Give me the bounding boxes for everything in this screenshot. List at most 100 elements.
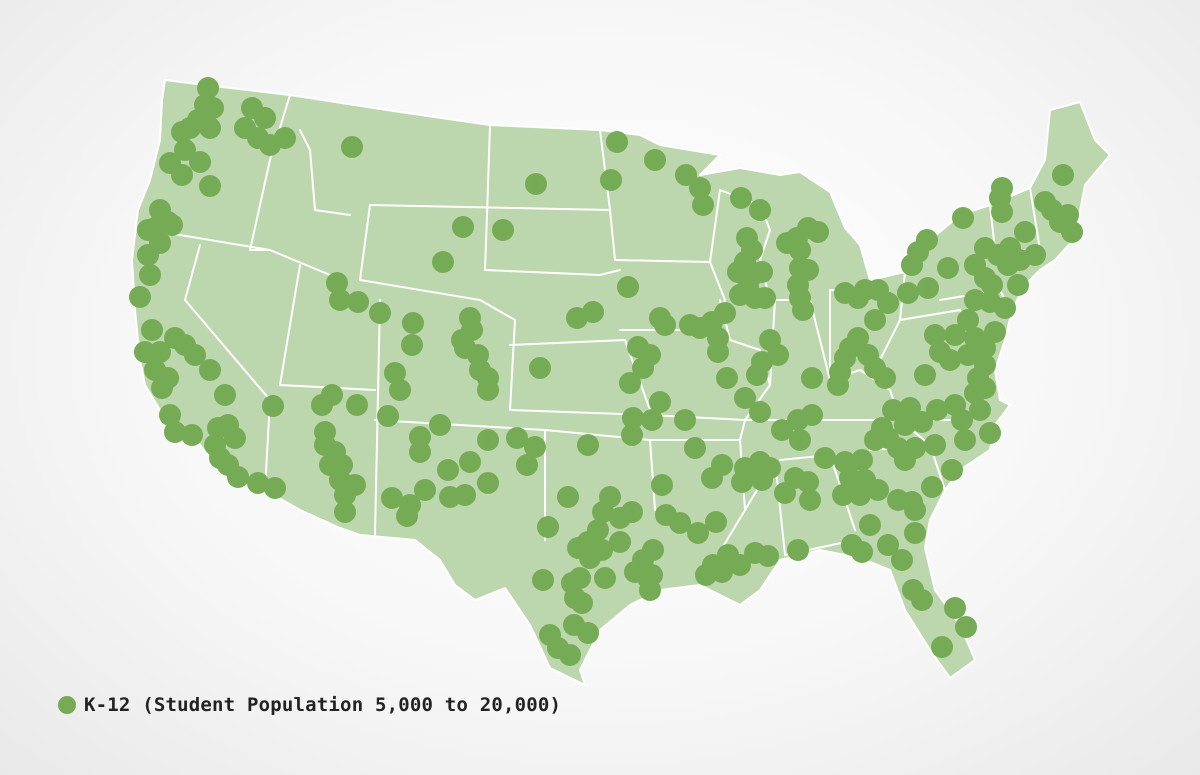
school-marker	[921, 476, 943, 498]
school-marker	[137, 244, 159, 266]
school-marker	[911, 589, 933, 611]
school-marker	[254, 107, 276, 129]
school-marker	[622, 407, 644, 429]
school-marker	[991, 201, 1013, 223]
school-marker	[675, 164, 697, 186]
school-marker	[202, 97, 224, 119]
school-marker	[592, 501, 614, 523]
school-marker	[606, 131, 628, 153]
school-marker	[851, 449, 873, 471]
school-marker	[684, 437, 706, 459]
legend: K-12 (Student Population 5,000 to 20,000…	[58, 694, 561, 716]
school-marker	[914, 364, 936, 386]
school-marker	[787, 539, 809, 561]
school-marker	[969, 399, 991, 421]
school-marker	[524, 436, 546, 458]
school-marker	[851, 541, 873, 563]
school-marker	[955, 616, 977, 638]
school-marker	[1024, 244, 1046, 266]
school-marker	[506, 427, 528, 449]
school-marker	[1052, 164, 1074, 186]
school-marker	[864, 309, 886, 331]
school-marker	[334, 501, 356, 523]
school-marker	[384, 362, 406, 384]
school-marker	[941, 459, 963, 481]
school-marker	[492, 219, 514, 241]
school-marker	[974, 337, 996, 359]
school-marker	[774, 482, 796, 504]
school-marker	[716, 367, 738, 389]
school-marker	[730, 187, 752, 209]
school-marker	[224, 427, 246, 449]
school-marker	[197, 77, 219, 99]
school-marker	[952, 207, 974, 229]
school-marker	[807, 221, 829, 243]
school-marker	[334, 484, 356, 506]
school-marker	[129, 286, 151, 308]
school-marker	[329, 289, 351, 311]
school-marker	[414, 479, 436, 501]
school-marker	[569, 567, 591, 589]
school-marker	[757, 545, 779, 567]
school-marker	[981, 274, 1003, 296]
school-marker	[247, 472, 269, 494]
school-marker	[151, 377, 173, 399]
school-marker	[326, 272, 348, 294]
school-marker	[619, 372, 641, 394]
school-marker	[346, 394, 368, 416]
school-marker	[687, 522, 709, 544]
school-marker	[877, 534, 899, 556]
school-marker	[874, 367, 896, 389]
school-marker	[944, 597, 966, 619]
school-marker	[532, 569, 554, 591]
school-marker	[829, 361, 851, 383]
school-marker	[649, 391, 671, 413]
school-marker	[141, 319, 163, 341]
school-marker	[594, 567, 616, 589]
school-marker	[389, 379, 411, 401]
school-marker	[891, 549, 913, 571]
school-marker	[262, 395, 284, 417]
school-marker	[579, 547, 601, 569]
school-marker	[917, 277, 939, 299]
school-marker	[669, 512, 691, 534]
school-marker	[409, 441, 431, 463]
school-marker	[832, 484, 854, 506]
school-marker	[939, 349, 961, 371]
school-marker	[984, 321, 1006, 343]
school-marker	[654, 314, 676, 336]
school-marker	[789, 429, 811, 451]
school-marker	[964, 254, 986, 276]
school-marker	[516, 454, 538, 476]
school-marker	[746, 364, 768, 386]
school-marker	[911, 411, 933, 433]
school-marker	[621, 424, 643, 446]
school-marker	[529, 357, 551, 379]
school-marker	[609, 531, 631, 553]
school-marker	[396, 505, 418, 527]
school-marker	[452, 216, 474, 238]
school-marker	[957, 344, 979, 366]
school-marker	[799, 489, 821, 511]
school-marker	[814, 447, 836, 469]
school-marker	[214, 384, 236, 406]
school-marker	[904, 522, 926, 544]
school-marker	[651, 474, 673, 496]
school-marker	[644, 149, 666, 171]
school-marker	[867, 479, 889, 501]
school-marker	[997, 254, 1019, 276]
school-marker	[801, 404, 823, 426]
school-marker	[401, 334, 423, 356]
school-marker	[801, 367, 823, 389]
school-marker	[159, 404, 181, 426]
school-marker	[707, 341, 729, 363]
school-marker	[771, 419, 793, 441]
school-marker	[729, 554, 751, 576]
school-marker	[381, 487, 403, 509]
school-marker	[274, 127, 296, 149]
school-marker	[369, 302, 391, 324]
school-marker	[1014, 221, 1036, 243]
school-marker	[171, 164, 193, 186]
school-marker	[557, 486, 579, 508]
